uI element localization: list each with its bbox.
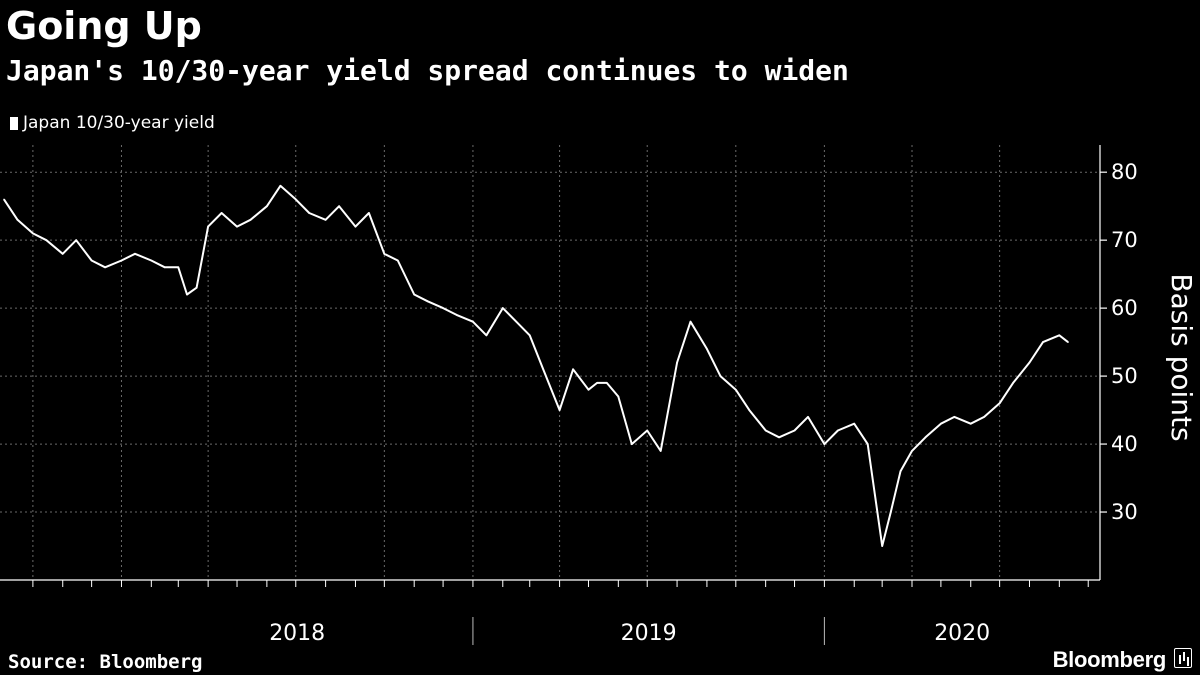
brand-logo: Bloomberg — [1052, 647, 1167, 672]
y-tick-label: 40 — [1111, 432, 1138, 456]
data-point — [207, 225, 209, 228]
legend-swatch — [10, 116, 18, 130]
data-point — [120, 259, 123, 262]
legend: Japan 10/30-year yield — [10, 112, 215, 134]
bloomberg-chart-icon — [1174, 648, 1192, 668]
y-tick-label: 70 — [1111, 228, 1138, 252]
y-axis-label: Basis points — [1165, 273, 1198, 441]
data-point — [164, 266, 166, 269]
y-tick-label: 50 — [1111, 364, 1138, 388]
data-point — [16, 218, 19, 221]
data-point — [324, 218, 327, 221]
data-point — [659, 450, 662, 452]
data-point — [338, 205, 340, 207]
data-point — [1028, 361, 1031, 364]
source-note: Source: Bloomberg — [8, 651, 203, 673]
data-point — [558, 409, 561, 411]
data-point — [186, 293, 188, 296]
chart-title: Going Up — [6, 4, 202, 48]
data-point — [1058, 334, 1061, 337]
x-tick-label: 2020 — [934, 621, 990, 646]
data-point — [45, 239, 48, 241]
data-point — [866, 443, 869, 445]
data-point — [3, 198, 5, 201]
legend-label: Japan 10/30-year yield — [23, 113, 215, 133]
data-point — [631, 443, 633, 445]
y-tick-label: 60 — [1111, 296, 1138, 320]
data-point — [368, 212, 370, 214]
data-point — [354, 225, 357, 228]
data-point — [442, 307, 444, 309]
data-point — [308, 212, 311, 214]
data-point — [706, 348, 708, 350]
data-point — [748, 409, 751, 411]
data-point — [75, 239, 78, 241]
chart-subtitle: Japan's 10/30-year yield spread continue… — [6, 54, 849, 87]
data-point — [32, 232, 34, 235]
data-point — [150, 259, 153, 262]
data-point — [294, 198, 297, 201]
data-point — [823, 443, 826, 445]
data-point — [735, 388, 737, 391]
data-point — [195, 286, 198, 289]
data-point — [501, 307, 504, 309]
data-point — [719, 375, 722, 377]
data-point — [413, 293, 415, 296]
data-point — [853, 422, 856, 425]
data-point — [220, 212, 223, 214]
data-point — [605, 382, 608, 384]
y-tick-label: 30 — [1111, 500, 1138, 524]
x-tick-label: 2018 — [269, 621, 325, 646]
data-point — [983, 416, 986, 418]
data-point — [646, 429, 649, 432]
data-point — [617, 395, 620, 398]
data-point — [676, 361, 678, 364]
data-point — [899, 470, 902, 473]
data-point — [236, 225, 238, 228]
data-point — [104, 266, 106, 269]
data-point — [587, 388, 590, 391]
data-point — [837, 429, 839, 432]
data-point — [397, 259, 399, 262]
data-point — [881, 545, 883, 547]
x-tick-label: 2019 — [621, 621, 677, 646]
data-point — [515, 320, 518, 323]
data-point — [890, 511, 892, 513]
data-point — [177, 266, 180, 269]
y-tick-label: 80 — [1111, 160, 1138, 184]
data-point — [134, 252, 136, 255]
data-point — [998, 402, 1001, 405]
data-point — [61, 252, 64, 255]
data-point — [426, 300, 429, 303]
data-point — [793, 429, 796, 432]
data-point — [90, 259, 93, 262]
data-point — [689, 320, 692, 323]
data-point — [572, 368, 574, 371]
data-point — [455, 314, 458, 316]
data-point — [542, 368, 545, 371]
data-point — [953, 416, 956, 418]
data-point — [383, 252, 386, 255]
data-point — [764, 429, 767, 432]
data-point — [596, 382, 598, 384]
data-point — [940, 422, 942, 425]
data-point — [1012, 382, 1014, 384]
data-point — [472, 320, 474, 323]
data-point — [528, 334, 531, 337]
data-point — [969, 422, 972, 425]
data-point — [924, 436, 927, 439]
data-point — [249, 218, 252, 221]
data-point — [911, 450, 913, 452]
data-point — [778, 436, 780, 439]
data-point — [1067, 341, 1069, 343]
data-point — [485, 334, 488, 337]
data-point — [1042, 341, 1044, 343]
data-point — [266, 205, 268, 207]
data-point — [279, 184, 282, 187]
data-point — [807, 416, 809, 418]
